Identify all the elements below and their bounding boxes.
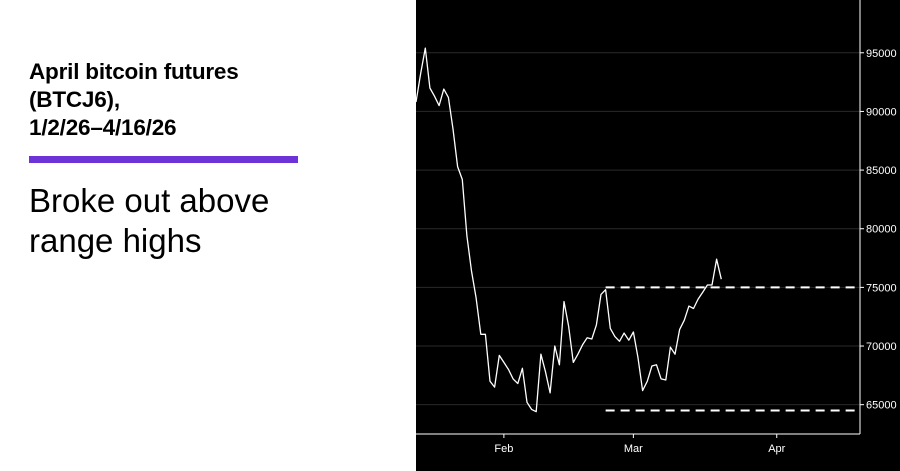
chart-title: April bitcoin futures (BTCJ6), 1/2/26–4/… xyxy=(29,58,359,142)
y-tick-label: 95000 xyxy=(866,48,897,60)
x-tick-label: Apr xyxy=(768,443,785,455)
y-tick-label: 75000 xyxy=(866,282,897,294)
title-line: 1/2/26–4/16/26 xyxy=(29,115,177,140)
y-tick-label: 65000 xyxy=(866,400,897,412)
accent-divider xyxy=(29,156,298,163)
x-tick-label: Mar xyxy=(624,443,643,455)
price-chart: 65000 70000 75000 80000 85000 90000 95000 Feb Ma… xyxy=(416,0,897,455)
y-tick-label: 80000 xyxy=(866,224,897,236)
y-tick-label: 70000 xyxy=(866,341,897,353)
x-tick-label: Feb xyxy=(494,443,513,455)
title-line: April bitcoin futures xyxy=(29,59,239,84)
y-tick-label: 90000 xyxy=(866,106,897,118)
title-line: (BTCJ6), xyxy=(29,87,120,112)
subtitle-line: range highs xyxy=(29,222,202,259)
chart-panel: 65000 70000 75000 80000 85000 90000 95000 Feb Ma… xyxy=(416,0,900,471)
chart-subtitle: Broke out above range highs xyxy=(29,181,389,261)
y-tick-label: 85000 xyxy=(866,165,897,177)
subtitle-line: Broke out above xyxy=(29,182,270,219)
price-line xyxy=(416,47,722,413)
text-panel: April bitcoin futures (BTCJ6), 1/2/26–4/… xyxy=(0,0,416,471)
